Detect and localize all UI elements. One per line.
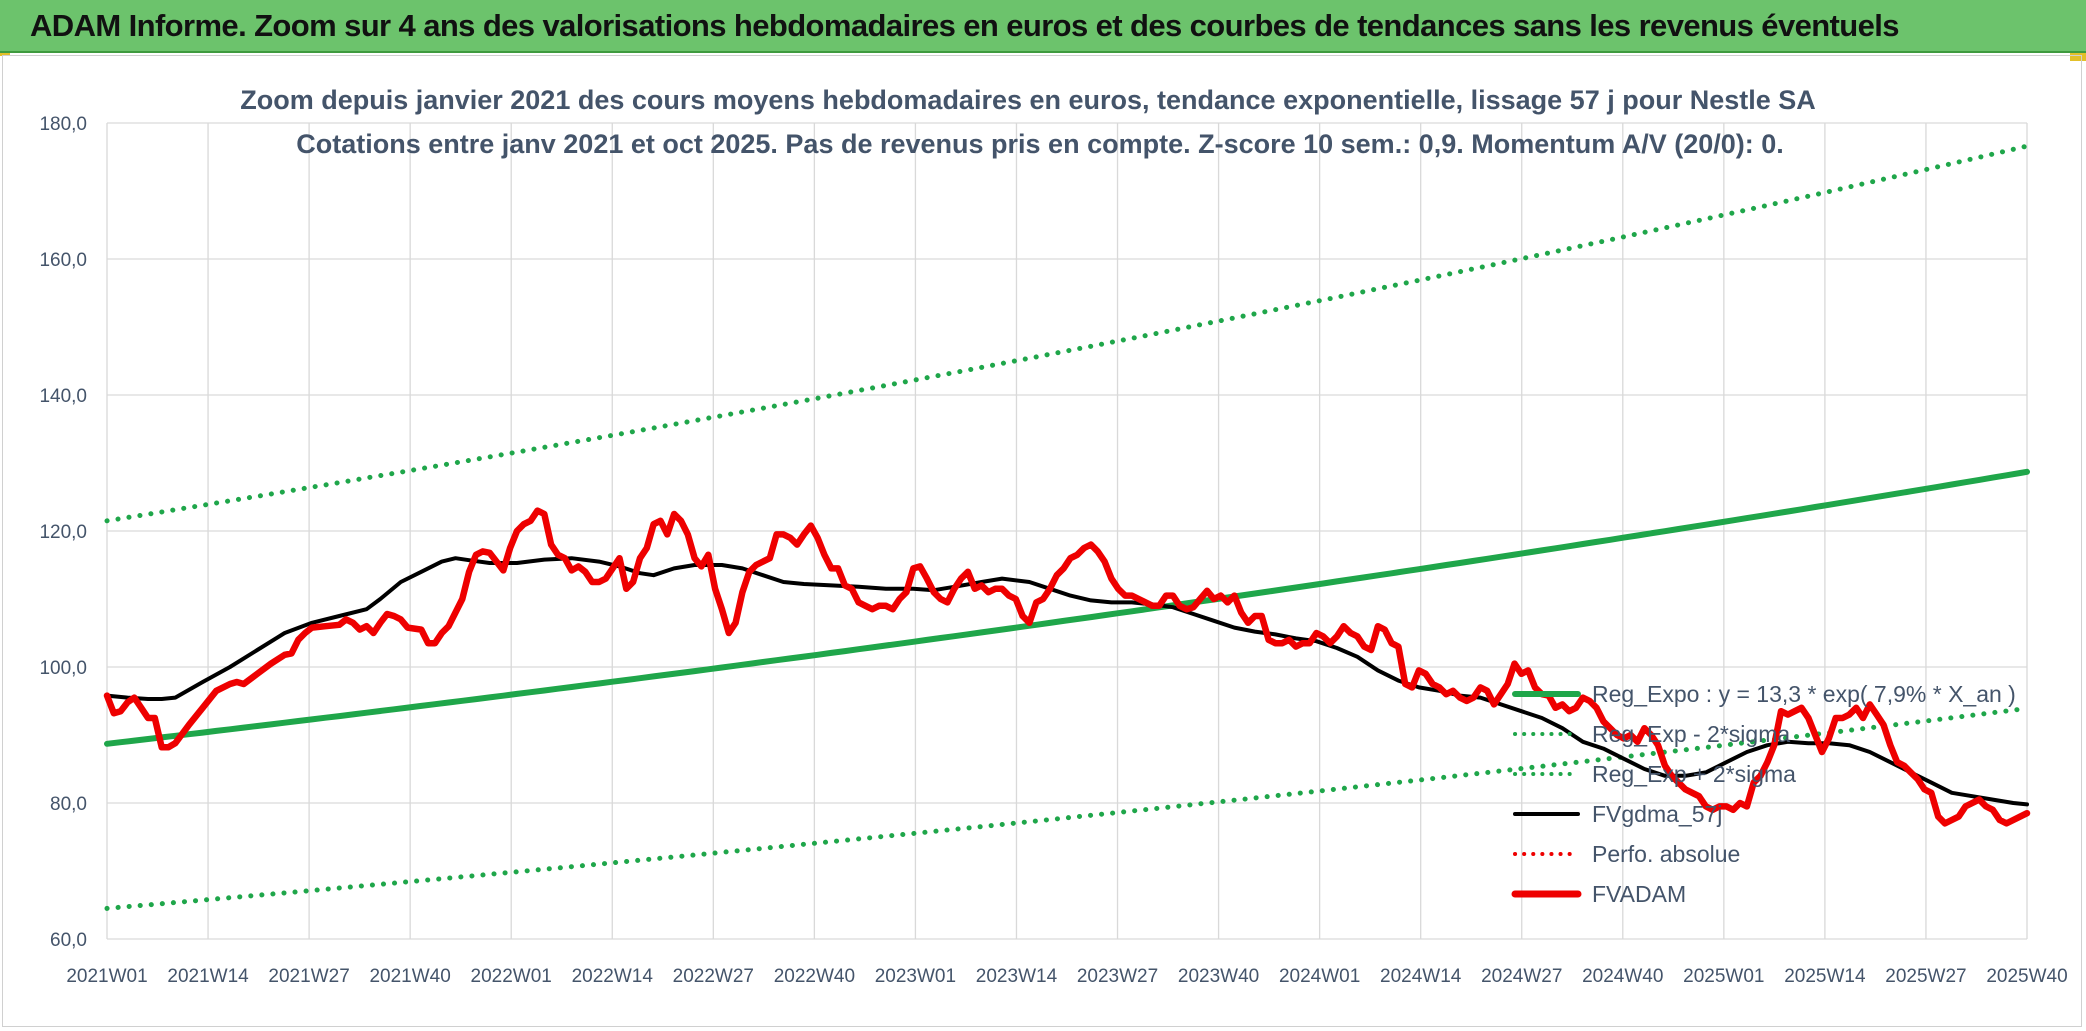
x-tick-label: 2022W01 bbox=[471, 966, 552, 987]
legend-label: FVgdma_57j bbox=[1592, 801, 1722, 827]
y-tick-label: 100,0 bbox=[39, 658, 87, 679]
chart-series bbox=[103, 143, 2031, 911]
report-header: ADAM Informe. Zoom sur 4 ans des valoris… bbox=[0, 0, 2086, 53]
x-tick-label: 2025W40 bbox=[1986, 966, 2067, 987]
x-tick-label: 2021W14 bbox=[167, 966, 249, 987]
legend-label: FVADAM bbox=[1592, 881, 1686, 907]
y-tick-label: 120,0 bbox=[39, 522, 87, 543]
x-tick-label: 2022W27 bbox=[673, 966, 754, 987]
fvadam-line bbox=[103, 507, 2031, 827]
x-tick-label: 2025W01 bbox=[1683, 966, 1764, 987]
chart-title-line-2: Cotations entre janv 2021 et oct 2025. P… bbox=[296, 129, 1784, 159]
fvgdma-57j-line bbox=[105, 556, 2029, 807]
x-tick-label: 2021W01 bbox=[66, 966, 147, 987]
x-tick-label: 2023W14 bbox=[976, 966, 1058, 987]
y-tick-label: 60,0 bbox=[50, 930, 87, 951]
reg-exp-minus-2sigma-line bbox=[104, 706, 2030, 911]
x-tick-label: 2023W40 bbox=[1178, 966, 1259, 987]
y-tick-label: 140,0 bbox=[39, 386, 87, 407]
x-tick-label: 2022W40 bbox=[774, 966, 855, 987]
x-tick-label: 2024W14 bbox=[1380, 966, 1462, 987]
report-title: ADAM Informe. Zoom sur 4 ans des valoris… bbox=[30, 8, 1900, 43]
y-axis-ticks: 60,0 80,0 100,0 120,0 140,0 160,0 180,0 bbox=[39, 114, 87, 951]
x-tick-label: 2025W27 bbox=[1885, 966, 1966, 987]
legend-label: Perfo. absolue bbox=[1592, 841, 1740, 867]
chart-title-line-1: Zoom depuis janvier 2021 des cours moyen… bbox=[240, 85, 1816, 115]
y-tick-label: 160,0 bbox=[39, 250, 87, 271]
x-tick-label: 2024W27 bbox=[1481, 966, 1562, 987]
x-tick-label: 2024W01 bbox=[1279, 966, 1360, 987]
x-tick-label: 2021W27 bbox=[268, 966, 349, 987]
y-tick-label: 180,0 bbox=[39, 114, 87, 135]
x-tick-label: 2022W14 bbox=[572, 966, 654, 987]
x-tick-label: 2023W01 bbox=[875, 966, 956, 987]
legend-label: Reg_Expo : y = 13,3 * exp( 7,9% * X_an ) bbox=[1592, 681, 2016, 707]
chart-legend: Reg_Expo : y = 13,3 * exp( 7,9% * X_an )… bbox=[1511, 681, 2016, 907]
x-tick-label: 2021W40 bbox=[369, 966, 450, 987]
reg-exp-plus-2sigma-line bbox=[104, 143, 2030, 524]
reg-expo-line bbox=[104, 468, 2030, 747]
x-tick-label: 2023W27 bbox=[1077, 966, 1158, 987]
header-accent-left bbox=[0, 53, 10, 56]
chart-frame bbox=[2, 55, 2082, 1027]
header-accent-right bbox=[2070, 53, 2086, 61]
legend-label: Reg_Exp + 2*sigma bbox=[1592, 761, 1796, 787]
x-tick-label: 2025W14 bbox=[1784, 966, 1866, 987]
x-axis-ticks: 2021W01 2021W14 2021W27 2021W40 2022W01 2022W… bbox=[66, 966, 2067, 987]
x-tick-label: 2024W40 bbox=[1582, 966, 1663, 987]
y-tick-label: 80,0 bbox=[50, 794, 87, 815]
legend-label: Reg_Exp - 2*sigma bbox=[1592, 721, 1790, 747]
